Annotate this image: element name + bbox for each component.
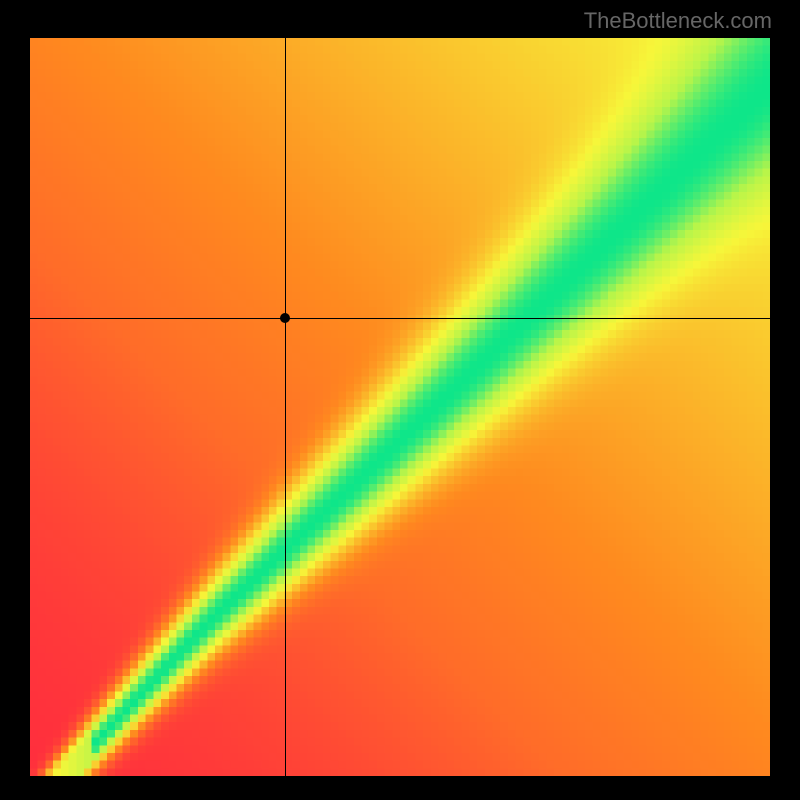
crosshair-horizontal: [30, 318, 770, 319]
crosshair-vertical: [285, 38, 286, 776]
watermark-text: TheBottleneck.com: [584, 8, 772, 34]
data-point-marker: [280, 313, 290, 323]
heatmap-canvas: [30, 38, 770, 776]
plot-area: [30, 38, 770, 776]
